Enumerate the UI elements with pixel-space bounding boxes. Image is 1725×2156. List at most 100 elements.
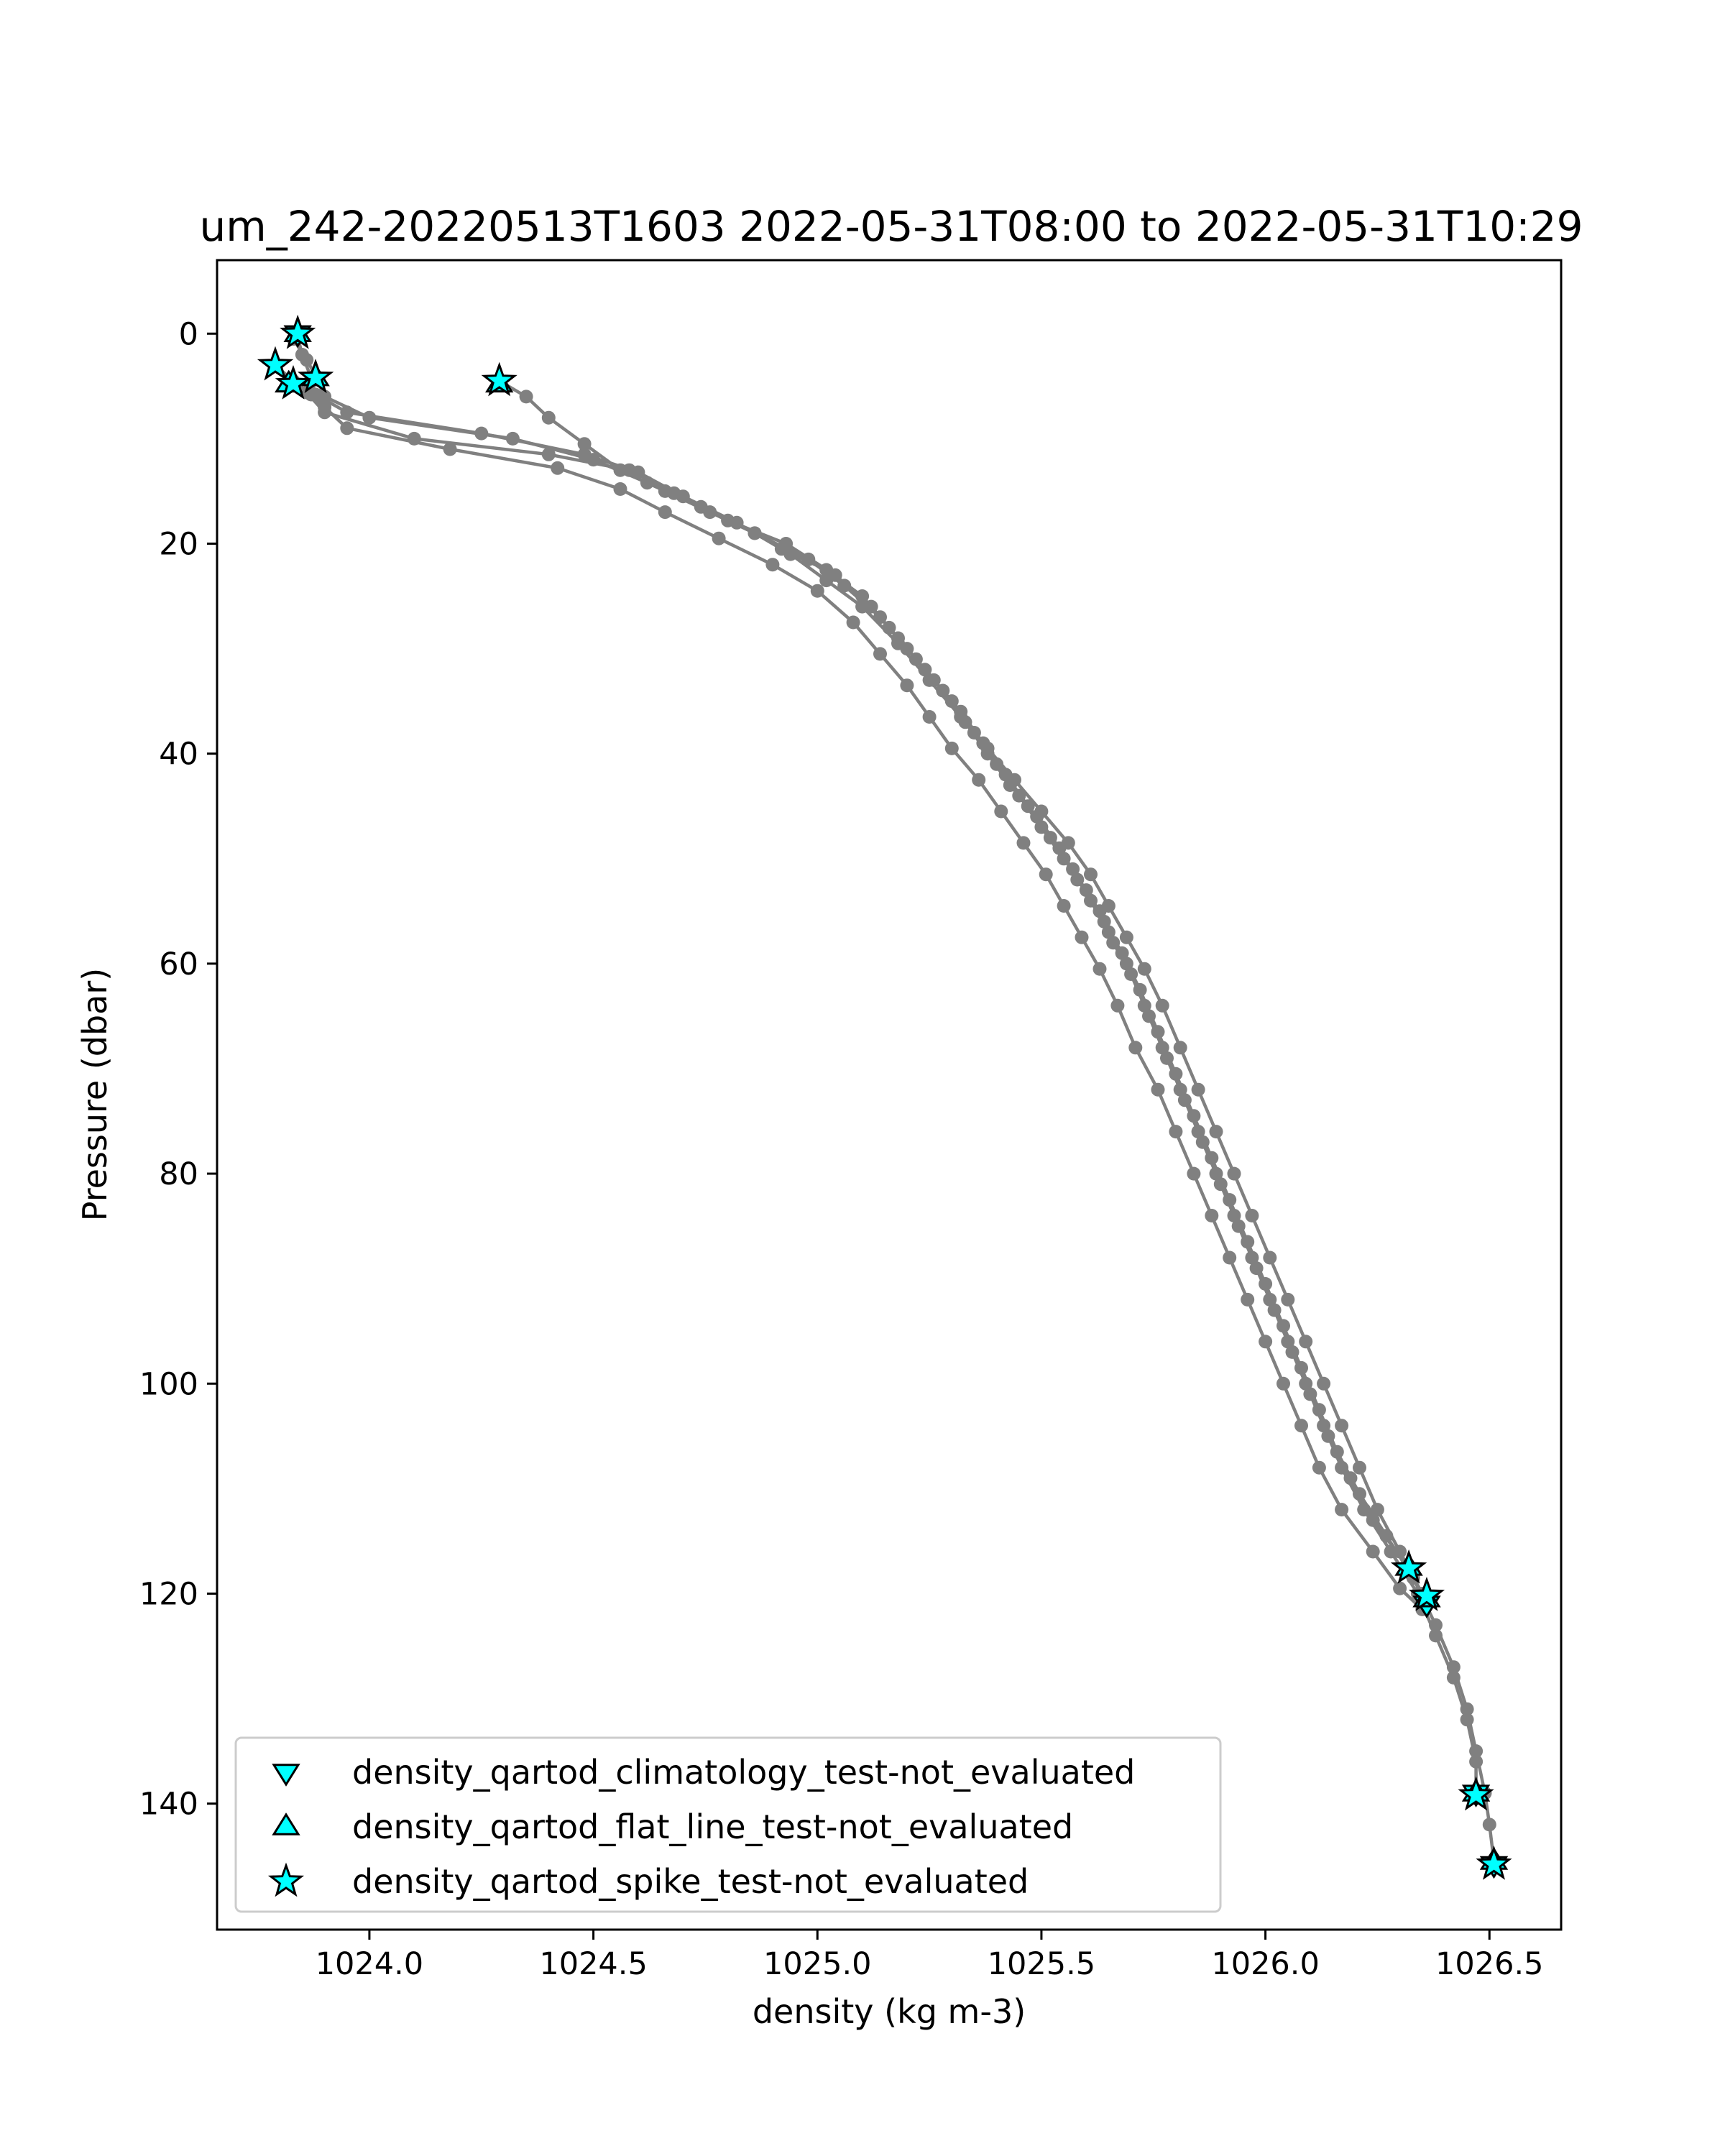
data-point bbox=[855, 599, 870, 614]
profile-series-4 bbox=[282, 377, 1501, 1869]
data-point bbox=[1209, 1125, 1223, 1139]
flag-markers-flat-line bbox=[275, 319, 1509, 1870]
data-point bbox=[1393, 1581, 1407, 1595]
legend-triangle-up-icon bbox=[272, 1812, 300, 1835]
data-point bbox=[1119, 930, 1133, 944]
data-point bbox=[1469, 1744, 1484, 1759]
data-point bbox=[658, 505, 672, 520]
data-point bbox=[1084, 867, 1098, 882]
data-point bbox=[1191, 1082, 1205, 1097]
data-point bbox=[954, 710, 968, 724]
legend: density_qartod_climatology_test-not_eval… bbox=[234, 1736, 1222, 1913]
data-point bbox=[1169, 1067, 1183, 1081]
data-point bbox=[1281, 1292, 1295, 1307]
data-point bbox=[541, 447, 556, 461]
data-point bbox=[748, 526, 762, 540]
data-point bbox=[1101, 899, 1116, 913]
data-point bbox=[1276, 1319, 1290, 1333]
data-point bbox=[1429, 1618, 1443, 1632]
x-tick-label: 1026.0 bbox=[1211, 1946, 1319, 1982]
data-point bbox=[1173, 1041, 1187, 1055]
data-point bbox=[1057, 852, 1071, 866]
data-point bbox=[1312, 1403, 1326, 1417]
data-point bbox=[994, 804, 1008, 819]
data-point bbox=[1393, 1544, 1407, 1559]
data-point bbox=[1075, 930, 1089, 944]
x-axis: 1024.0 1024.5 1025.0 1025.5 1026.0 1026.5 bbox=[316, 1930, 1544, 1982]
data-point bbox=[1169, 1125, 1183, 1139]
legend-entry: density_qartod_climatology_test-not_eval… bbox=[272, 1753, 1135, 1792]
data-point bbox=[1317, 1376, 1331, 1391]
data-point bbox=[577, 437, 592, 451]
data-point bbox=[1227, 1166, 1241, 1181]
x-tick-label: 1025.0 bbox=[763, 1946, 871, 1982]
data-point bbox=[318, 405, 332, 420]
data-point bbox=[712, 531, 726, 545]
profile-series-2 bbox=[286, 332, 1484, 1802]
data-point bbox=[810, 584, 824, 598]
profile-series-5 bbox=[492, 374, 1430, 1600]
spike-flag-marker bbox=[275, 364, 312, 400]
data-point bbox=[1187, 1166, 1201, 1181]
data-point bbox=[891, 636, 905, 650]
data-point bbox=[1245, 1209, 1259, 1222]
y-tick-label: 40 bbox=[159, 737, 198, 773]
y-tick-label: 60 bbox=[159, 946, 198, 982]
data-point bbox=[1223, 1193, 1237, 1207]
data-point bbox=[1133, 982, 1147, 997]
data-point bbox=[505, 431, 520, 446]
data-point bbox=[1034, 804, 1049, 819]
profile-series-3 bbox=[268, 358, 1430, 1616]
y-axis: 0 20 40 60 80 100 120 140 bbox=[139, 316, 217, 1823]
spike-flag-marker bbox=[1390, 1549, 1427, 1584]
data-point bbox=[1446, 1660, 1460, 1674]
legend-label: density_qartod_flat_line_test-not_evalua… bbox=[352, 1807, 1073, 1846]
data-point bbox=[1187, 1109, 1201, 1123]
data-point bbox=[1335, 1419, 1349, 1433]
x-tick-label: 1025.5 bbox=[988, 1946, 1095, 1982]
y-tick-label: 20 bbox=[159, 526, 198, 562]
flag-markers-spike bbox=[257, 314, 1512, 1880]
y-tick-label: 140 bbox=[139, 1787, 198, 1823]
data-point bbox=[443, 442, 457, 456]
chart-title: um_242-20220513T1603 2022-05-31T08:00 to… bbox=[200, 202, 1583, 251]
data-point bbox=[1115, 946, 1129, 960]
data-point bbox=[1205, 1209, 1219, 1222]
data-point bbox=[1110, 998, 1125, 1013]
data-point bbox=[1057, 899, 1071, 913]
data-point bbox=[922, 673, 937, 687]
data-point bbox=[1151, 1082, 1165, 1097]
data-point bbox=[1294, 1419, 1308, 1433]
legend-star-icon bbox=[267, 1862, 305, 1897]
spike-flag-marker bbox=[280, 314, 316, 349]
profile-series-1 bbox=[290, 330, 1434, 1611]
flag-markers-climatology bbox=[283, 325, 1509, 1879]
data-point bbox=[703, 505, 717, 520]
legend-entry: density_qartod_spike_test-not_evaluated bbox=[267, 1862, 1029, 1901]
data-point bbox=[1137, 962, 1151, 976]
spike-flag-marker bbox=[257, 346, 294, 381]
data-point bbox=[1016, 836, 1031, 850]
data-point bbox=[1263, 1250, 1277, 1265]
data-point bbox=[1034, 820, 1049, 834]
y-tick-label: 120 bbox=[139, 1576, 198, 1612]
data-point bbox=[318, 390, 332, 404]
spike-flag-marker bbox=[1458, 1776, 1494, 1811]
data-point bbox=[1276, 1376, 1290, 1391]
data-point bbox=[613, 482, 627, 496]
data-point bbox=[407, 431, 421, 446]
data-point bbox=[1155, 998, 1169, 1013]
data-point bbox=[519, 390, 533, 404]
spike-flag-marker bbox=[297, 359, 334, 394]
data-point bbox=[300, 353, 314, 367]
data-point bbox=[972, 773, 986, 787]
data-point bbox=[1012, 788, 1026, 803]
data-point bbox=[1366, 1544, 1380, 1559]
x-tick-label: 1024.0 bbox=[316, 1946, 423, 1982]
y-tick-label: 100 bbox=[139, 1366, 198, 1402]
data-point bbox=[1312, 1460, 1326, 1475]
data-point bbox=[1223, 1250, 1237, 1265]
data-point bbox=[765, 558, 780, 572]
plot-area bbox=[257, 314, 1512, 1880]
data-point bbox=[1482, 1818, 1496, 1832]
